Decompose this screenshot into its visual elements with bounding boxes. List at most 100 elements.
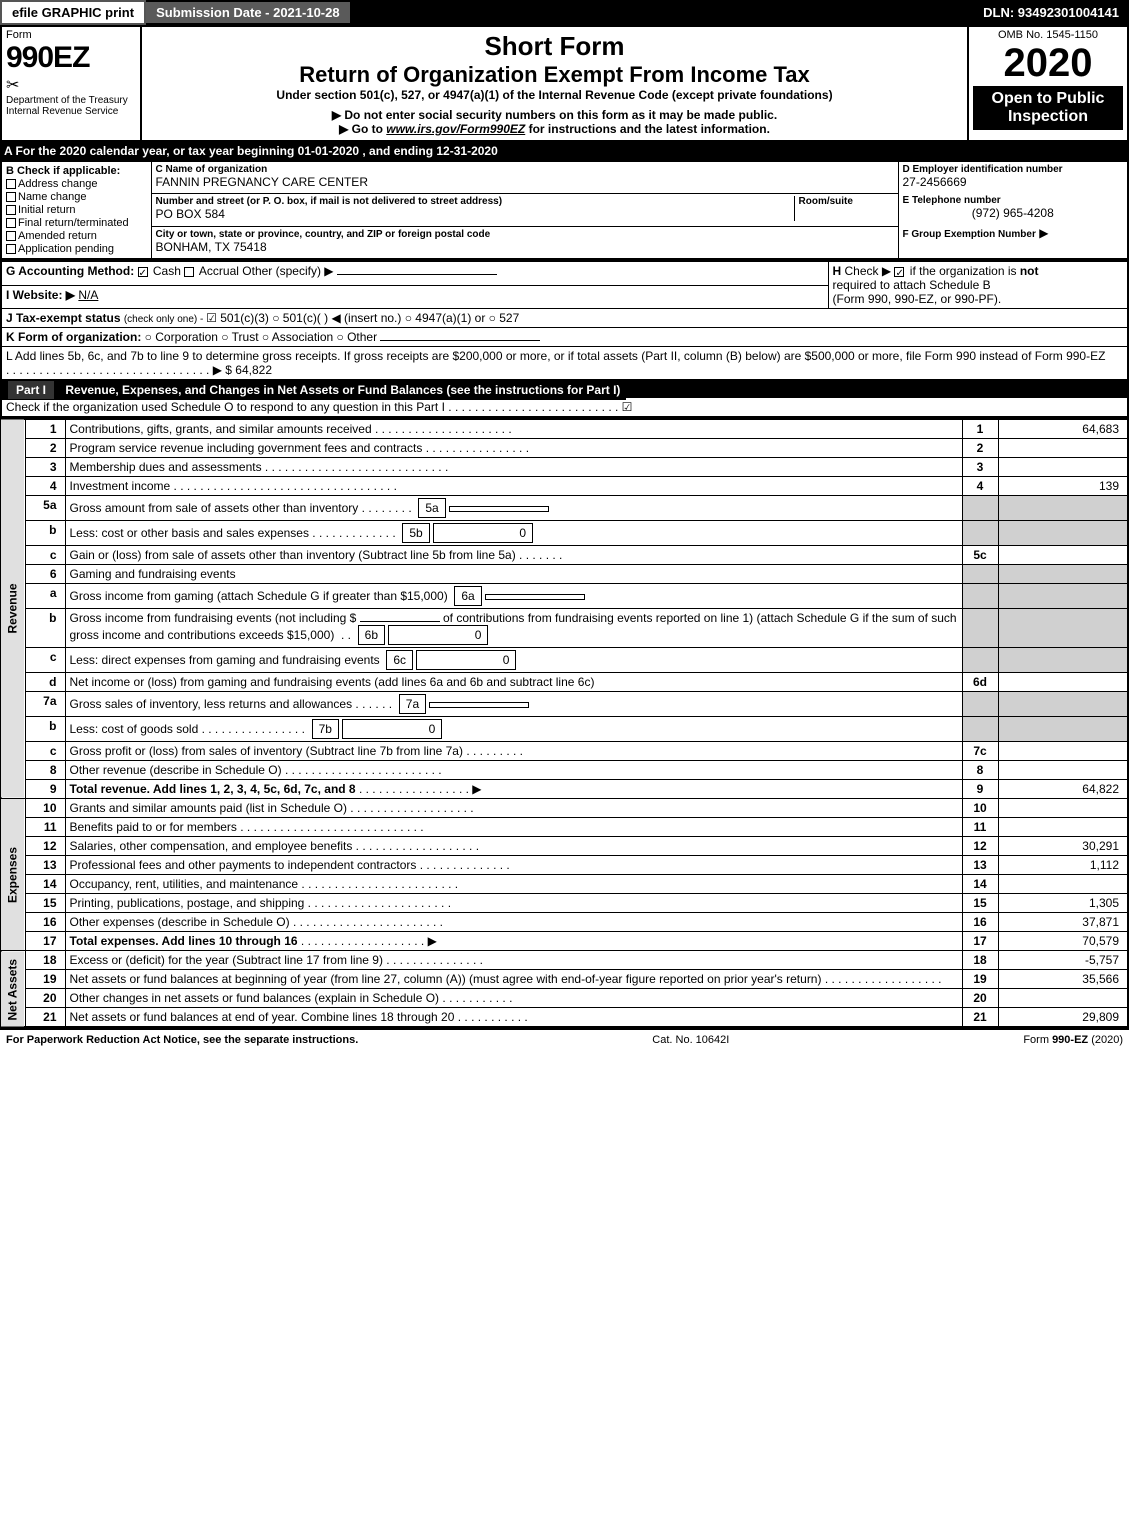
section-c-label: C Name of organization <box>156 164 894 175</box>
form-header-table: Form 990EZ ✂ Department of the Treasury … <box>0 25 1129 142</box>
under-section: Under section 501(c), 527, or 4947(a)(1)… <box>150 88 959 102</box>
part1-lines-table: Revenue 1Contributions, gifts, grants, a… <box>0 418 1129 1028</box>
footer-cat-no: Cat. No. 10642I <box>652 1034 729 1046</box>
line-17-desc: Total expenses. Add lines 10 through 16 <box>70 934 298 948</box>
line-20-desc: Other changes in net assets or fund bala… <box>70 991 440 1005</box>
line-4-amt: 139 <box>998 477 1128 496</box>
line-12-amt: 30,291 <box>998 837 1128 856</box>
street-address: PO BOX 584 <box>156 207 794 221</box>
form-word: Form <box>6 29 136 41</box>
cb-name-change[interactable] <box>6 192 16 202</box>
section-d-label: D Employer identification number <box>903 164 1124 175</box>
line-5a-sval <box>449 506 549 512</box>
line-14-desc: Occupancy, rent, utilities, and maintena… <box>70 877 299 891</box>
line-12-desc: Salaries, other compensation, and employ… <box>70 839 353 853</box>
goto-link[interactable]: www.irs.gov/Form990EZ <box>386 122 525 136</box>
part1-header: Part I Revenue, Expenses, and Changes in… <box>0 381 1129 418</box>
arrow-icon: ▶ <box>1039 226 1048 240</box>
section-f-label: F Group Exemption Number <box>903 229 1036 240</box>
line-2-amt <box>998 439 1128 458</box>
line-14-amt <box>998 875 1128 894</box>
line-18-desc: Excess or (deficit) for the year (Subtra… <box>70 953 383 967</box>
line-11-desc: Benefits paid to or for members <box>70 820 237 834</box>
ein: 27-2456669 <box>903 175 1124 189</box>
org-info-table: B Check if applicable: Address change Na… <box>0 160 1129 260</box>
line-6d-amt <box>998 673 1128 692</box>
line-6a-desc: Gross income from gaming (attach Schedul… <box>70 589 448 603</box>
section-i-label: I Website: ▶ <box>6 288 75 302</box>
ghijkl-table: G Accounting Method: Cash Accrual Other … <box>0 260 1129 381</box>
cb-cash[interactable] <box>138 267 148 277</box>
line-5a-desc: Gross amount from sale of assets other t… <box>70 501 359 515</box>
addr-label: Number and street (or P. O. box, if mail… <box>156 196 794 207</box>
cb-amended-return[interactable] <box>6 231 16 241</box>
line-8-desc: Other revenue (describe in Schedule O) <box>70 763 282 777</box>
irs-label: Internal Revenue Service <box>6 106 136 117</box>
line-6-desc: Gaming and fundraising events <box>70 567 236 581</box>
vert-revenue: Revenue <box>1 419 25 799</box>
line-6c-desc: Less: direct expenses from gaming and fu… <box>70 653 380 667</box>
cb-final-return[interactable] <box>6 218 16 228</box>
cb-initial-return[interactable] <box>6 205 16 215</box>
line-6d-desc: Net income or (loss) from gaming and fun… <box>70 675 595 689</box>
footer-form: 990-EZ <box>1052 1034 1088 1046</box>
line-1-amt: 64,683 <box>998 419 1128 439</box>
goto-note: ▶ Go to www.irs.gov/Form990EZ for instru… <box>150 122 959 136</box>
line-19-desc: Net assets or fund balances at beginning… <box>70 972 822 986</box>
line-6b-desc1: Gross income from fundraising events (no… <box>70 611 357 625</box>
cb-schedule-b[interactable] <box>894 267 904 277</box>
room-label: Room/suite <box>799 196 894 207</box>
line-15-amt: 1,305 <box>998 894 1128 913</box>
line-7c-amt <box>998 742 1128 761</box>
cb-application-pending[interactable] <box>6 244 16 254</box>
section-k-label: K Form of organization: <box>6 330 141 344</box>
line-3-amt <box>998 458 1128 477</box>
dept-treasury: Department of the Treasury <box>6 95 136 106</box>
line-7b-desc: Less: cost of goods sold <box>70 722 199 736</box>
line-7b-sval: 0 <box>342 719 442 739</box>
tax-exempt-opts: ☑ 501(c)(3) ○ 501(c)( ) ◀ (insert no.) ○… <box>206 311 519 325</box>
line-1-desc: Contributions, gifts, grants, and simila… <box>70 422 372 436</box>
cb-accrual[interactable] <box>184 267 194 277</box>
gross-receipts-amt: ▶ $ 64,822 <box>213 363 272 377</box>
part1-check[interactable]: ☑ <box>622 400 633 414</box>
section-h-label: H <box>833 264 842 278</box>
cb-address-change[interactable] <box>6 179 16 189</box>
section-e-label: E Telephone number <box>903 195 1124 206</box>
line-16-desc: Other expenses (describe in Schedule O) <box>70 915 290 929</box>
line-7c-desc: Gross profit or (loss) from sales of inv… <box>70 744 463 758</box>
efile-print-button[interactable]: efile GRAPHIC print <box>0 0 146 25</box>
vert-net-assets: Net Assets <box>1 951 25 1028</box>
line-19-amt: 35,566 <box>998 970 1128 989</box>
open-to-public: Open to Public Inspection <box>973 86 1123 130</box>
form-of-org-opts: ○ Corporation ○ Trust ○ Association ○ Ot… <box>145 330 377 344</box>
city-state-zip: BONHAM, TX 75418 <box>156 240 894 254</box>
part1-check-note: Check if the organization used Schedule … <box>6 400 445 414</box>
line-3-desc: Membership dues and assessments <box>70 460 262 474</box>
line-18-amt: -5,757 <box>998 951 1128 970</box>
top-bar: efile GRAPHIC print Submission Date - 20… <box>0 0 1129 25</box>
line-7a-desc: Gross sales of inventory, less returns a… <box>70 697 353 711</box>
line-10-amt <box>998 799 1128 818</box>
line-5c-desc: Gain or (loss) from sale of assets other… <box>70 548 516 562</box>
line-2-desc: Program service revenue including govern… <box>70 441 423 455</box>
line-13-amt: 1,112 <box>998 856 1128 875</box>
short-form-title: Short Form <box>150 31 959 62</box>
section-j-label: J Tax-exempt status <box>6 311 121 325</box>
line-4-desc: Investment income <box>70 479 171 493</box>
city-label: City or town, state or province, country… <box>156 229 894 240</box>
section-b: B Check if applicable: Address change Na… <box>1 161 151 259</box>
line-6c-sval: 0 <box>416 650 516 670</box>
line-11-amt <box>998 818 1128 837</box>
line-6a-sval <box>485 594 585 600</box>
line-21-amt: 29,809 <box>998 1008 1128 1028</box>
line-10-desc: Grants and similar amounts paid (list in… <box>70 801 347 815</box>
line-6b-sval: 0 <box>388 625 488 645</box>
page-footer: For Paperwork Reduction Act Notice, see … <box>0 1028 1129 1050</box>
line-21-desc: Net assets or fund balances at end of ye… <box>70 1010 455 1024</box>
line-9-amt: 64,822 <box>998 780 1128 799</box>
part1-title: Revenue, Expenses, and Changes in Net As… <box>65 383 620 397</box>
tax-year: 2020 <box>973 41 1123 86</box>
org-name: FANNIN PREGNANCY CARE CENTER <box>156 175 894 189</box>
submission-date: Submission Date - 2021-10-28 <box>146 2 350 23</box>
